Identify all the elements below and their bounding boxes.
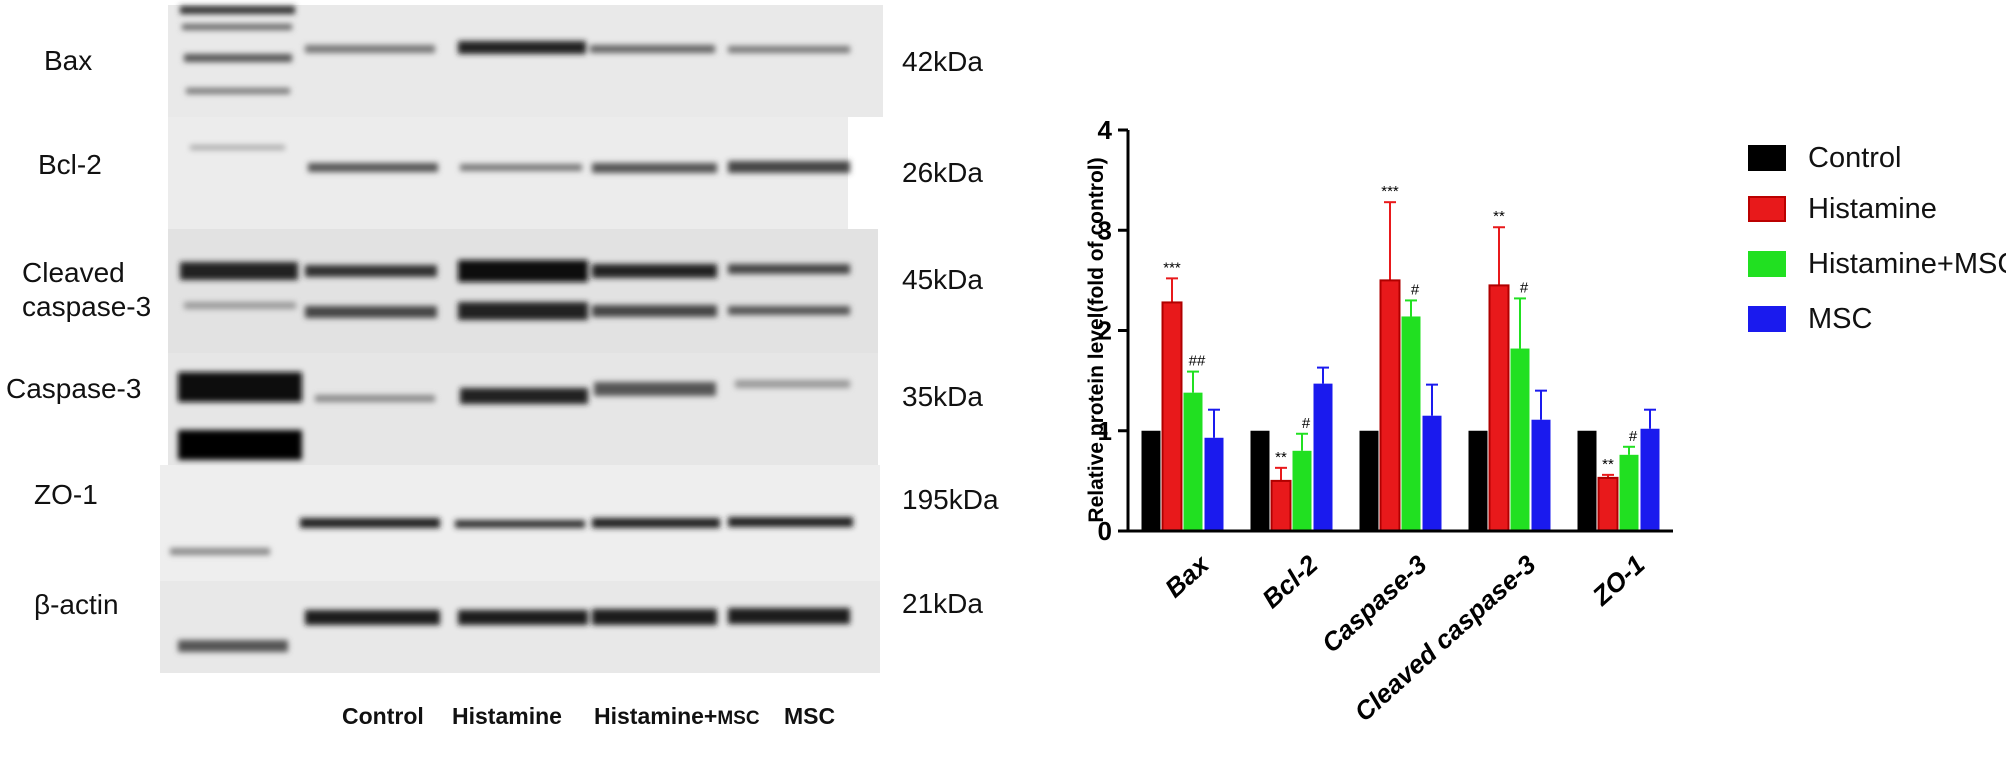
bar-bax-control — [1141, 430, 1161, 531]
bar-cleaved-caspase-3-histamine-msc — [1510, 348, 1530, 531]
legend-label-histamine-msc: Histamine+MSC — [1808, 247, 2006, 280]
kda-bcl2: 26kDa — [902, 157, 983, 188]
x-tick-label-bax: Bax — [1159, 548, 1216, 603]
legend-swatch-histamine — [1748, 196, 1786, 222]
legend-swatch-msc — [1748, 306, 1786, 332]
lane-label-histamine-msc-part1: Histamine+ — [594, 703, 718, 729]
bar-zo-1-histamine — [1597, 476, 1619, 532]
lane-label-msc: MSC — [784, 703, 836, 729]
significance-zo-1-histamine: ** — [1602, 456, 1614, 473]
legend-swatch-control — [1748, 145, 1786, 171]
bar-chart: *** ## Bax ** # Bcl-2 *** # Caspase-3 ** # Cleaved … — [1085, 115, 1673, 727]
significance-bcl-2-histamine-msc: # — [1302, 415, 1311, 432]
y-tick-label-1: 1 — [1098, 416, 1112, 446]
western-blot-panel: Bax Bcl-2 Cleaved caspase-3 Caspase-3 ZO… — [6, 5, 999, 730]
kda-actin: 21kDa — [902, 588, 983, 619]
bar-zo-1-msc — [1640, 428, 1660, 531]
lane-label-histamine-msc-part2: MSC — [717, 708, 760, 729]
legend-item-msc: MSC — [1748, 302, 1872, 336]
y-tick-label-3: 3 — [1098, 215, 1112, 245]
bar-bcl-2-control — [1250, 430, 1270, 531]
kda-zo1: 195kDa — [902, 484, 999, 515]
bar-bcl-2-histamine-msc — [1292, 450, 1312, 531]
bar-cleaved-caspase-3-histamine — [1488, 284, 1510, 533]
kda-bax: 42kDa — [902, 46, 983, 77]
lane-label-histamine-msc: Histamine+MSC — [594, 703, 760, 730]
significance-caspase-3-histamine: *** — [1381, 183, 1399, 200]
kda-cleaved-caspase3: 45kDa — [902, 264, 983, 295]
bar-caspase-3-control — [1359, 430, 1379, 531]
bar-cleaved-caspase-3-msc — [1531, 419, 1551, 531]
band-label-cleaved: Cleaved — [22, 257, 125, 288]
x-tick-label-caspase-3: Caspase-3 — [1316, 549, 1433, 659]
band-label-actin: β-actin — [34, 589, 119, 620]
bar-caspase-3-histamine-msc — [1401, 316, 1421, 531]
x-tick-label-bcl-2: Bcl-2 — [1256, 549, 1324, 614]
band-label-caspase3-line2: caspase-3 — [22, 291, 152, 322]
cleaved-caspase3-membrane — [168, 229, 878, 353]
bar-zo-1-control — [1577, 430, 1597, 531]
y-tick-label-2: 2 — [1098, 316, 1112, 346]
bar-bax-histamine-msc — [1183, 392, 1203, 531]
actin-membrane — [160, 581, 880, 673]
legend-label-control: Control — [1808, 141, 1902, 174]
bar-bax-histamine — [1161, 301, 1183, 532]
bar-bcl-2-histamine — [1270, 479, 1292, 532]
sample-bands — [300, 41, 853, 625]
legend-label-histamine: Histamine — [1808, 192, 1937, 225]
significance-bcl-2-histamine: ** — [1275, 449, 1287, 466]
significance-caspase-3-histamine-msc: # — [1411, 281, 1420, 298]
marker-ladder — [170, 6, 302, 652]
legend-swatch-histamine-msc — [1748, 251, 1786, 277]
band-label-caspase3: Caspase-3 — [6, 373, 142, 404]
band-label-bcl2: Bcl-2 — [38, 149, 102, 180]
legend-label-msc: MSC — [1808, 302, 1873, 335]
bar-caspase-3-msc — [1422, 415, 1442, 531]
blot-image — [160, 5, 883, 673]
significance-bax-histamine: *** — [1163, 259, 1181, 276]
band-label-bax: Bax — [44, 45, 93, 76]
lane-label-histamine: Histamine — [452, 703, 562, 729]
significance-bax-histamine-msc: ## — [1189, 353, 1206, 370]
band-label-zo1: ZO-1 — [34, 479, 98, 510]
legend-item-histamine-msc: Histamine+MSC — [1748, 247, 2006, 281]
bar-bcl-2-msc — [1313, 383, 1333, 531]
significance-cleaved-caspase-3-histamine: ** — [1493, 208, 1505, 225]
bar-cleaved-caspase-3-control — [1468, 430, 1488, 531]
y-axis-label: Relative protein level(fold of control) — [1085, 157, 1108, 522]
y-tick-label-4: 4 — [1098, 115, 1113, 145]
bar-caspase-3-histamine — [1379, 279, 1401, 532]
bar-zo-1-histamine-msc — [1619, 454, 1639, 531]
kda-caspase3: 35kDa — [902, 381, 983, 412]
lane-label-control: Control — [342, 703, 424, 729]
bar-bax-msc — [1204, 437, 1224, 531]
significance-zo-1-histamine-msc: # — [1629, 428, 1638, 445]
y-tick-label-0: 0 — [1098, 516, 1112, 546]
chart-plot-area: *** ## Bax ** # Bcl-2 *** # Caspase-3 ** # Cleaved … — [1085, 115, 1673, 727]
significance-cleaved-caspase-3-histamine-msc: # — [1520, 279, 1529, 296]
x-tick-label-cleaved-caspase-3: Cleaved caspase-3 — [1348, 549, 1541, 727]
legend-item-histamine: Histamine — [1748, 192, 1937, 226]
legend-item-control: Control — [1748, 141, 1902, 175]
x-tick-label-zo-1: ZO-1 — [1586, 549, 1651, 612]
